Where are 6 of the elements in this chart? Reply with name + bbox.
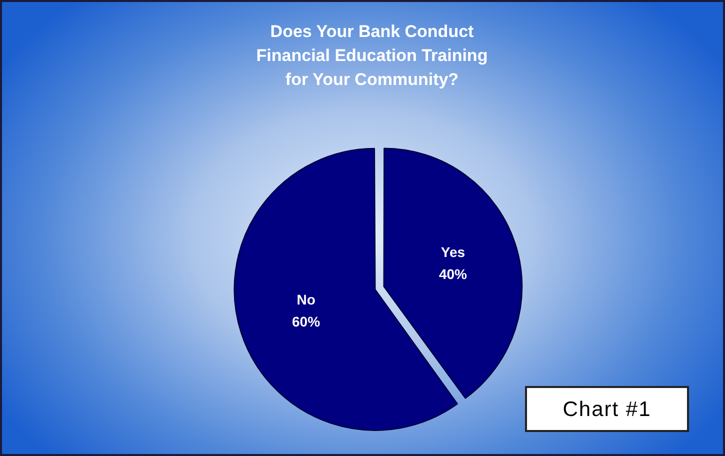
- slice-label: Yes: [440, 244, 466, 260]
- slice-label: No: [296, 292, 316, 308]
- text: Chart #1: [525, 386, 689, 432]
- data-label: 60%: [292, 314, 321, 330]
- data-label: 40%: [438, 266, 468, 282]
- chart-title: Does Your Bank Conduct Financial Education Training for Your Community?: [255, 21, 489, 91]
